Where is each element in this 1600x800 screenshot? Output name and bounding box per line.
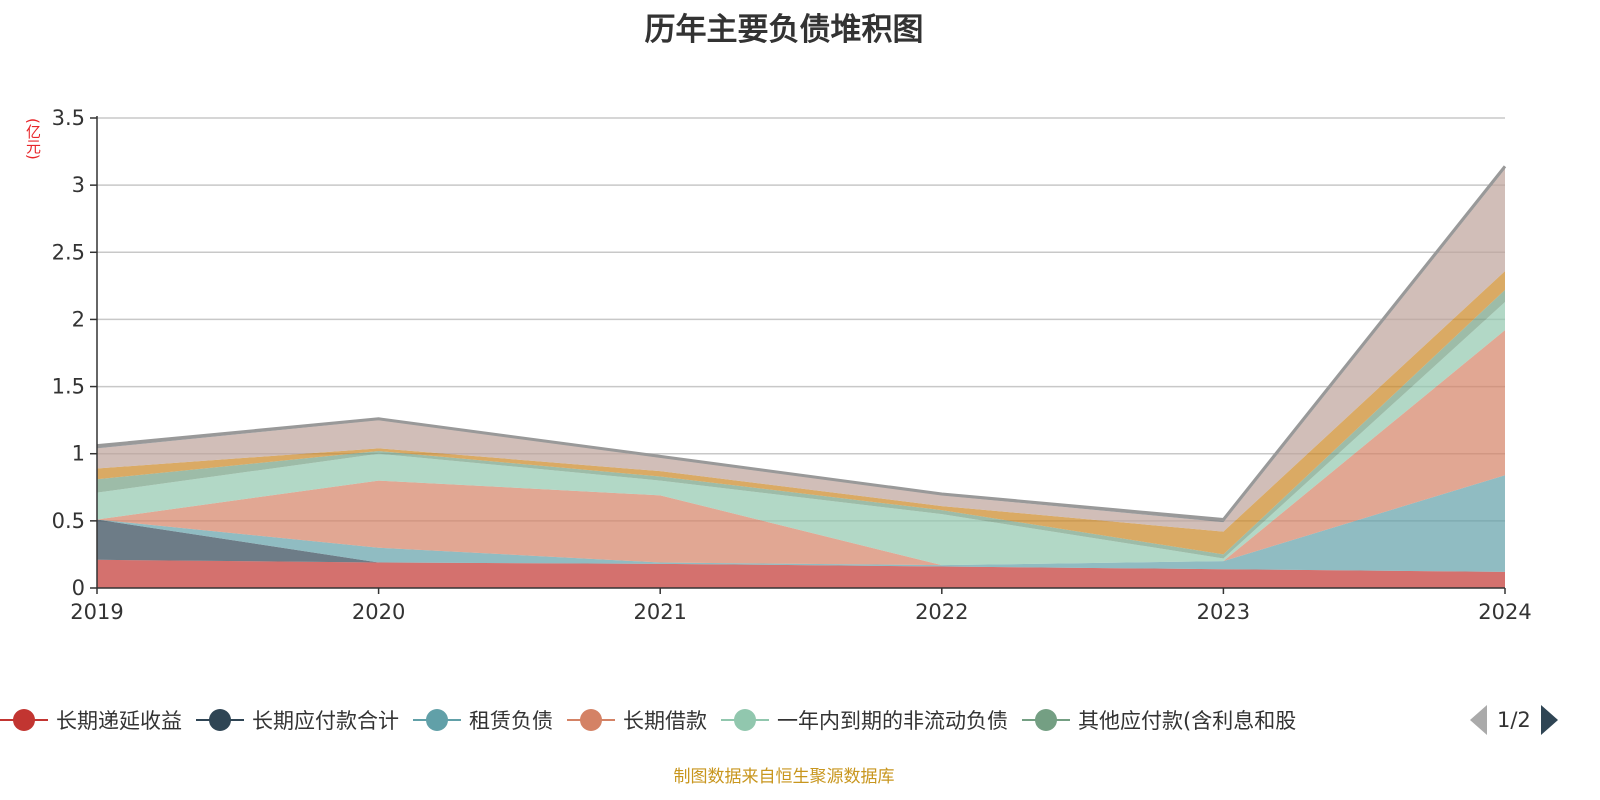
legend-marker-icon (413, 708, 461, 732)
y-tick-label: 0 (72, 576, 85, 600)
chart-title: 历年主要负债堆积图 (644, 12, 924, 48)
data-source-footer: 制图数据来自恒生聚源数据库 (673, 767, 895, 787)
legend-label: 租赁负债 (469, 709, 553, 733)
y-axis-unit-label: (亿元) (24, 118, 42, 160)
area-series-3 (97, 330, 1505, 566)
legend-item[interactable]: 一年内到期的非流动负债 (721, 705, 1008, 735)
legend-marker-icon (0, 708, 48, 732)
area-series-2 (97, 475, 1505, 572)
y-tick-label: 3 (72, 173, 85, 197)
x-tick-label: 2024 (1478, 600, 1531, 624)
y-tick-label: 1 (72, 442, 85, 466)
y-tick-label: 0.5 (52, 509, 85, 533)
legend-prev-page-icon[interactable] (1470, 705, 1487, 735)
y-tick-label: 2.5 (52, 240, 85, 264)
y-tick-label: 3.5 (52, 106, 85, 130)
legend-label: 其他应付款(含利息和股 (1078, 709, 1297, 733)
legend-marker-icon (196, 708, 244, 732)
legend-pager: 1/2 (1470, 705, 1558, 735)
legend-label: 长期应付款合计 (252, 709, 399, 733)
legend-marker-icon (1022, 708, 1070, 732)
area-series-4 (97, 301, 1505, 566)
top-series-line (96, 165, 1507, 522)
legend-item[interactable]: 长期借款 (567, 705, 707, 735)
stacked-area-chart: 0 0.5 1 1.5 2 2.5 3 3.5 2019 2020 2021 2022 2023 2024 (52, 106, 1532, 624)
legend-label: 长期递延收益 (56, 709, 182, 733)
area-series-7 (97, 169, 1505, 532)
x-tick-label: 2020 (352, 600, 405, 624)
y-tick-label: 1.5 (52, 375, 85, 399)
legend-item[interactable]: 长期递延收益 (0, 705, 182, 735)
x-tick-label: 2019 (70, 600, 123, 624)
y-tick-label: 2 (72, 307, 85, 331)
legend-label: 长期借款 (623, 709, 707, 733)
legend-next-page-icon[interactable] (1540, 705, 1558, 735)
x-tick-label: 2023 (1197, 600, 1250, 624)
legend-page-indicator: 1/2 (1497, 708, 1531, 732)
legend: 长期递延收益 长期应付款合计 租赁负债 长期借款 一年内到期的非流动负债 其他应付款(含利… (0, 703, 1310, 737)
area-series-0 (97, 559, 1505, 588)
legend-marker-icon (567, 708, 615, 732)
legend-item[interactable]: 其他应付款(含利息和股 (1022, 705, 1296, 735)
x-tick-label: 2022 (915, 600, 968, 624)
legend-item[interactable]: 长期应付款合计 (196, 705, 399, 735)
legend-marker-icon (721, 708, 769, 732)
x-tick-label: 2021 (633, 600, 686, 624)
legend-label: 一年内到期的非流动负债 (777, 709, 1008, 733)
legend-item[interactable]: 租赁负债 (413, 705, 553, 735)
